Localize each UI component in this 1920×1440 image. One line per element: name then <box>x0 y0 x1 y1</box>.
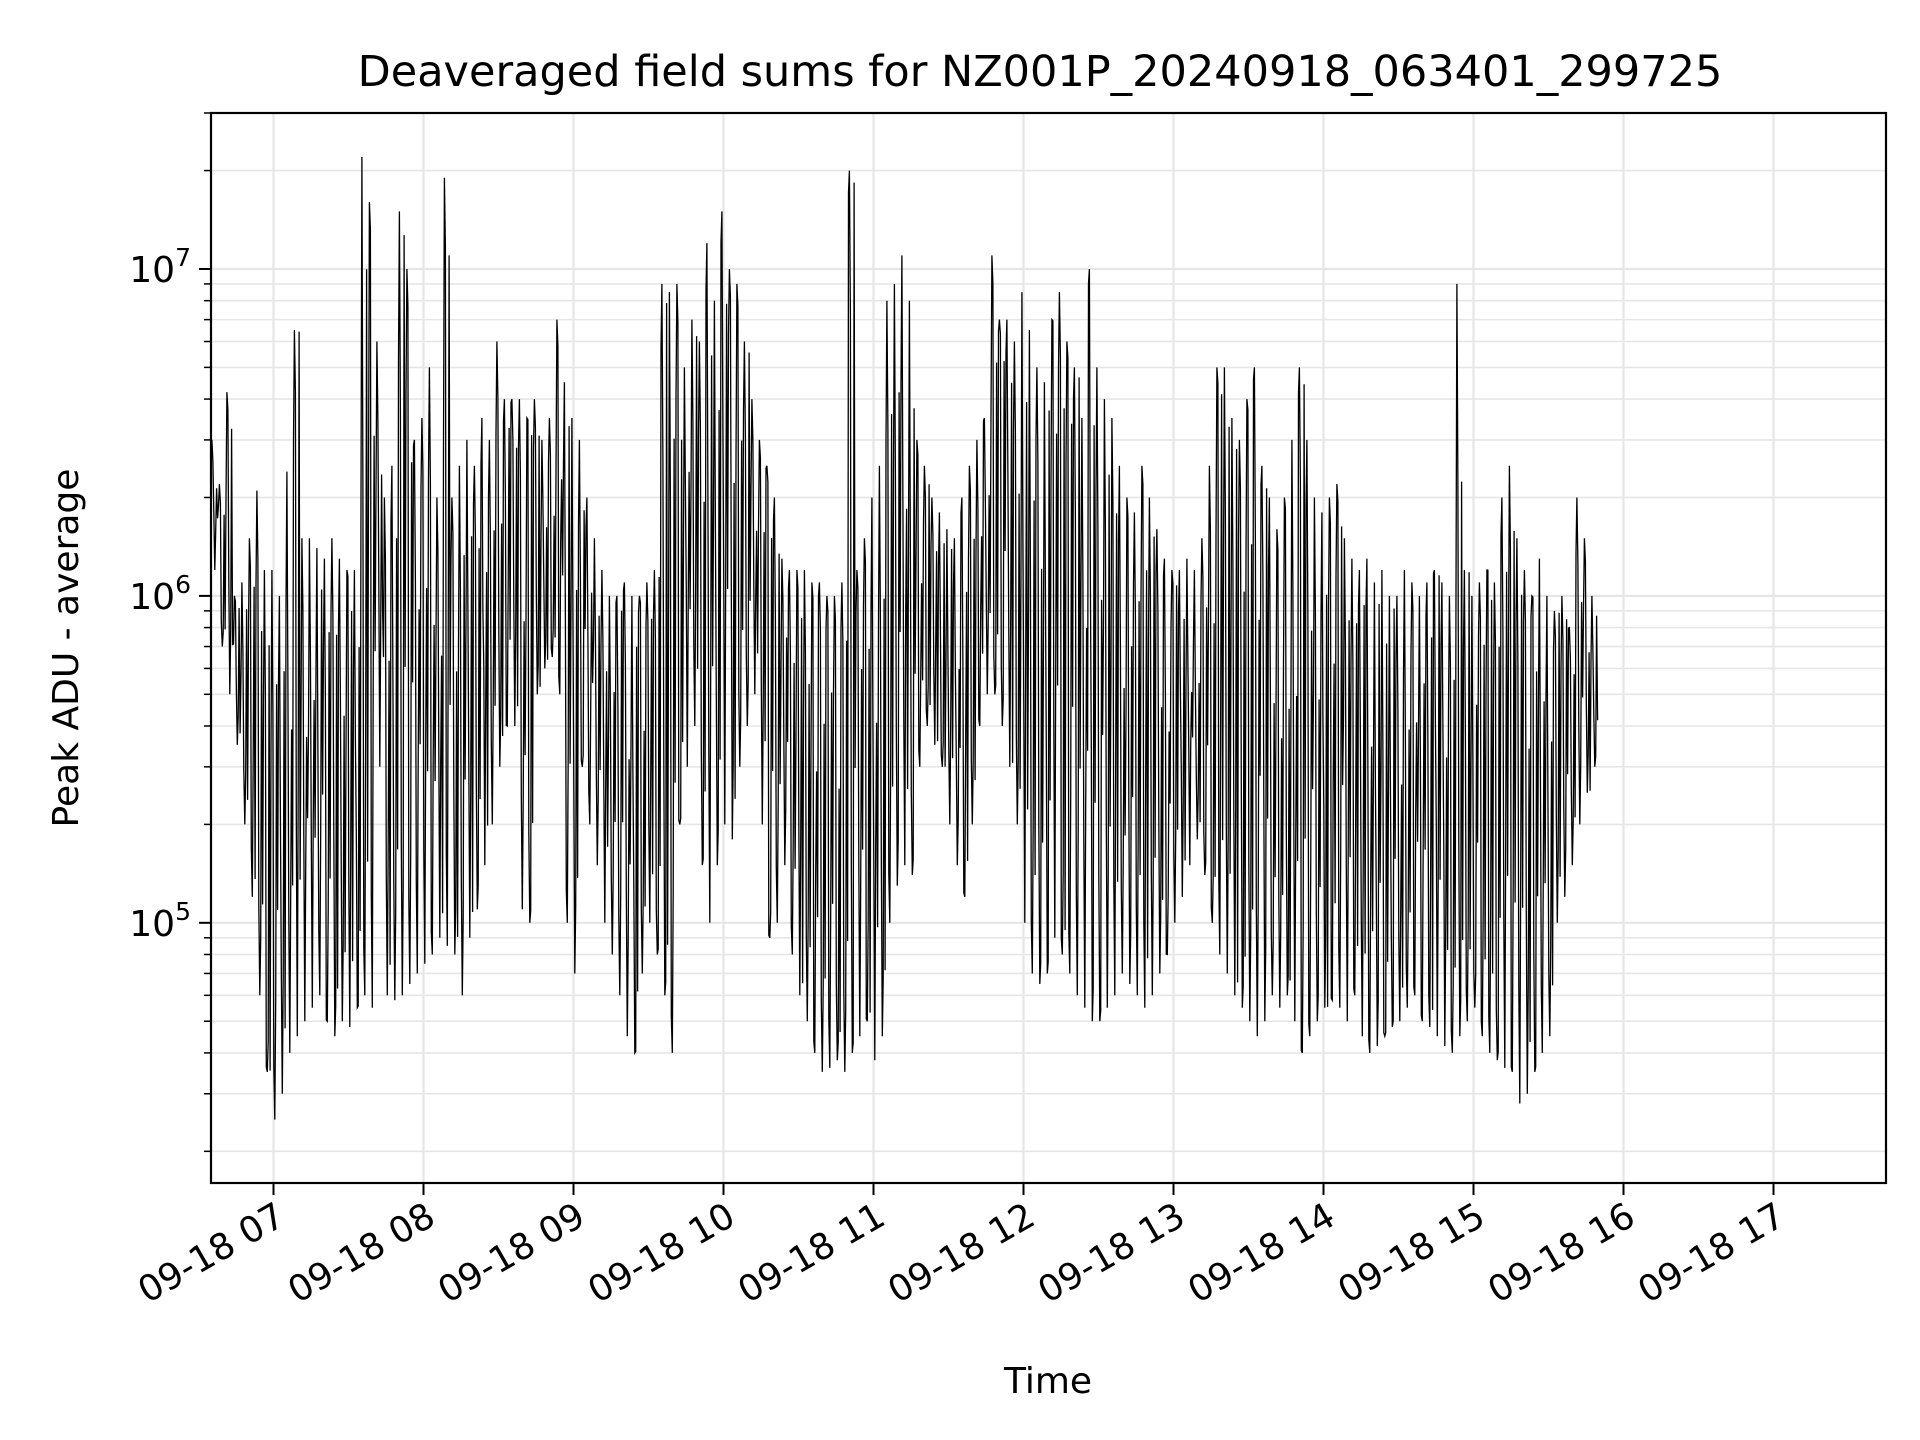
y-axis-label: Peak ADU - average <box>46 469 87 828</box>
chart-title: Deaveraged field sums for NZ001P_2024091… <box>358 47 1723 97</box>
x-axis-label: Time <box>1003 1361 1092 1402</box>
plot-frame <box>209 111 1888 1185</box>
series-line <box>210 156 1599 1120</box>
y-tick-label: 105 <box>129 897 191 945</box>
y-tick-label: 106 <box>129 570 191 618</box>
series-polyline <box>210 156 1599 1120</box>
y-tick-label: 107 <box>129 243 191 291</box>
